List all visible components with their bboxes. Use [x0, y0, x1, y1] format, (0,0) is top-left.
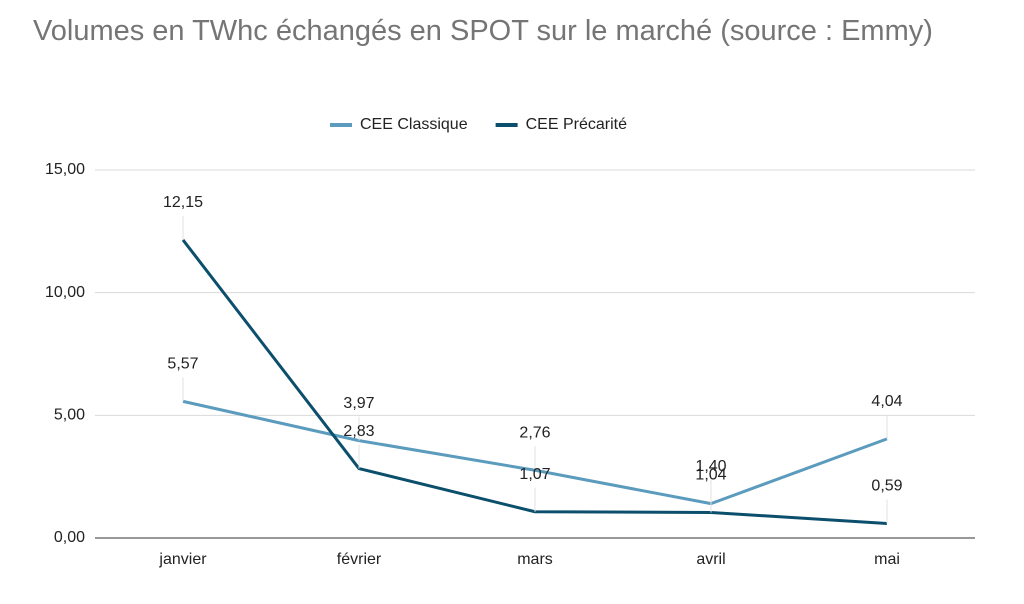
- chart-title: Volumes en TWhc échangés en SPOT sur le …: [33, 15, 933, 47]
- x-tick-label: mai: [874, 551, 900, 568]
- y-tick-label: 10,00: [45, 284, 85, 301]
- x-tick-label: avril: [696, 551, 725, 568]
- data-label: 1,40: [695, 458, 726, 475]
- data-label: 1,04: [695, 467, 726, 484]
- y-tick-label: 0,00: [54, 529, 85, 546]
- x-tick-label: mars: [517, 551, 553, 568]
- data-label: 3,97: [343, 395, 374, 412]
- y-tick-label: 15,00: [45, 161, 85, 178]
- x-tick-label: février: [337, 551, 382, 568]
- legend-label: CEE Classique: [360, 116, 468, 133]
- data-label: 12,15: [163, 194, 203, 211]
- y-tick-label: 5,00: [54, 407, 85, 424]
- legend-label: CEE Précarité: [526, 116, 627, 133]
- data-label: 5,57: [167, 356, 198, 373]
- data-label: 4,04: [871, 393, 902, 410]
- data-label: 0,59: [871, 478, 902, 495]
- data-label: 1,07: [519, 466, 550, 483]
- data-label: 2,83: [343, 423, 374, 440]
- x-tick-label: janvier: [158, 551, 207, 568]
- data-label: 2,76: [519, 425, 550, 442]
